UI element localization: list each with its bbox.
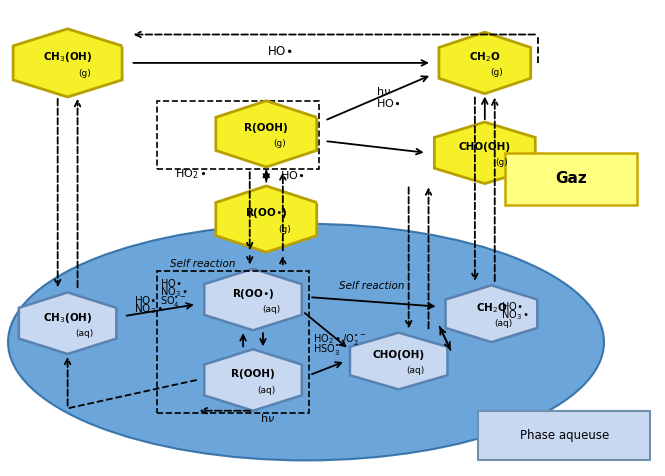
Text: NO$_3\bullet$: NO$_3\bullet$	[160, 286, 188, 299]
Text: (g): (g)	[490, 68, 503, 77]
Text: R(OO$\bullet$): R(OO$\bullet$)	[231, 287, 275, 301]
Text: (aq): (aq)	[257, 386, 275, 395]
Text: (aq): (aq)	[406, 366, 424, 375]
Text: Phase aqueuse: Phase aqueuse	[519, 429, 609, 442]
Text: HO$\bullet$: HO$\bullet$	[267, 45, 292, 58]
Polygon shape	[204, 349, 302, 411]
Text: CH$_3$(OH): CH$_3$(OH)	[43, 310, 92, 325]
Text: CHO(OH): CHO(OH)	[372, 350, 425, 360]
Text: (g): (g)	[279, 225, 291, 234]
Text: HO$_2\bullet$: HO$_2\bullet$	[175, 168, 207, 181]
Text: h$\nu$: h$\nu$	[259, 412, 275, 424]
Polygon shape	[434, 122, 535, 184]
Ellipse shape	[8, 224, 604, 460]
Polygon shape	[216, 186, 317, 252]
Text: HO$\bullet$: HO$\bullet$	[376, 97, 400, 109]
Text: h$\nu$: h$\nu$	[376, 85, 390, 97]
Text: R(OO$\bullet$): R(OO$\bullet$)	[245, 207, 288, 220]
Text: R(OOH): R(OOH)	[245, 123, 288, 133]
Polygon shape	[204, 269, 302, 330]
Polygon shape	[439, 32, 531, 94]
Polygon shape	[19, 292, 116, 354]
Text: HSO$_3^{\bullet-}$: HSO$_3^{\bullet-}$	[313, 342, 346, 357]
Text: NO$_3\bullet$: NO$_3\bullet$	[134, 302, 164, 316]
Text: (g): (g)	[273, 139, 286, 148]
Text: CH$_3$(OH): CH$_3$(OH)	[43, 50, 92, 64]
Text: Gaz: Gaz	[555, 171, 587, 186]
Text: R(OOH): R(OOH)	[231, 369, 275, 379]
Text: (g): (g)	[78, 69, 90, 78]
Text: HO$_2\bullet$/O$_2^{\bullet-}$: HO$_2\bullet$/O$_2^{\bullet-}$	[313, 332, 366, 347]
Text: HO$\bullet$: HO$\bullet$	[501, 300, 523, 312]
Text: Self reaction: Self reaction	[170, 259, 236, 269]
Text: HO$\bullet$: HO$\bullet$	[134, 295, 156, 307]
Text: CH$_2$O: CH$_2$O	[469, 50, 501, 64]
FancyBboxPatch shape	[478, 411, 650, 460]
FancyBboxPatch shape	[505, 153, 637, 205]
Text: SO$_4^{\bullet-}$: SO$_4^{\bullet-}$	[160, 294, 187, 309]
Text: (aq): (aq)	[75, 329, 93, 338]
Polygon shape	[13, 29, 122, 97]
Text: (g): (g)	[495, 158, 508, 167]
Text: HO$\bullet$: HO$\bullet$	[160, 277, 182, 289]
Text: HO$\bullet$: HO$\bullet$	[279, 169, 304, 180]
Text: Self reaction: Self reaction	[339, 281, 404, 291]
Text: CH$_2$O: CH$_2$O	[475, 301, 507, 315]
Text: (aq): (aq)	[263, 306, 281, 315]
Polygon shape	[216, 101, 317, 167]
Polygon shape	[350, 333, 448, 389]
Text: NO$_3\bullet$: NO$_3\bullet$	[501, 308, 529, 322]
Polygon shape	[446, 285, 537, 342]
Text: CHO(OH): CHO(OH)	[459, 142, 511, 152]
Text: (aq): (aq)	[494, 318, 513, 327]
